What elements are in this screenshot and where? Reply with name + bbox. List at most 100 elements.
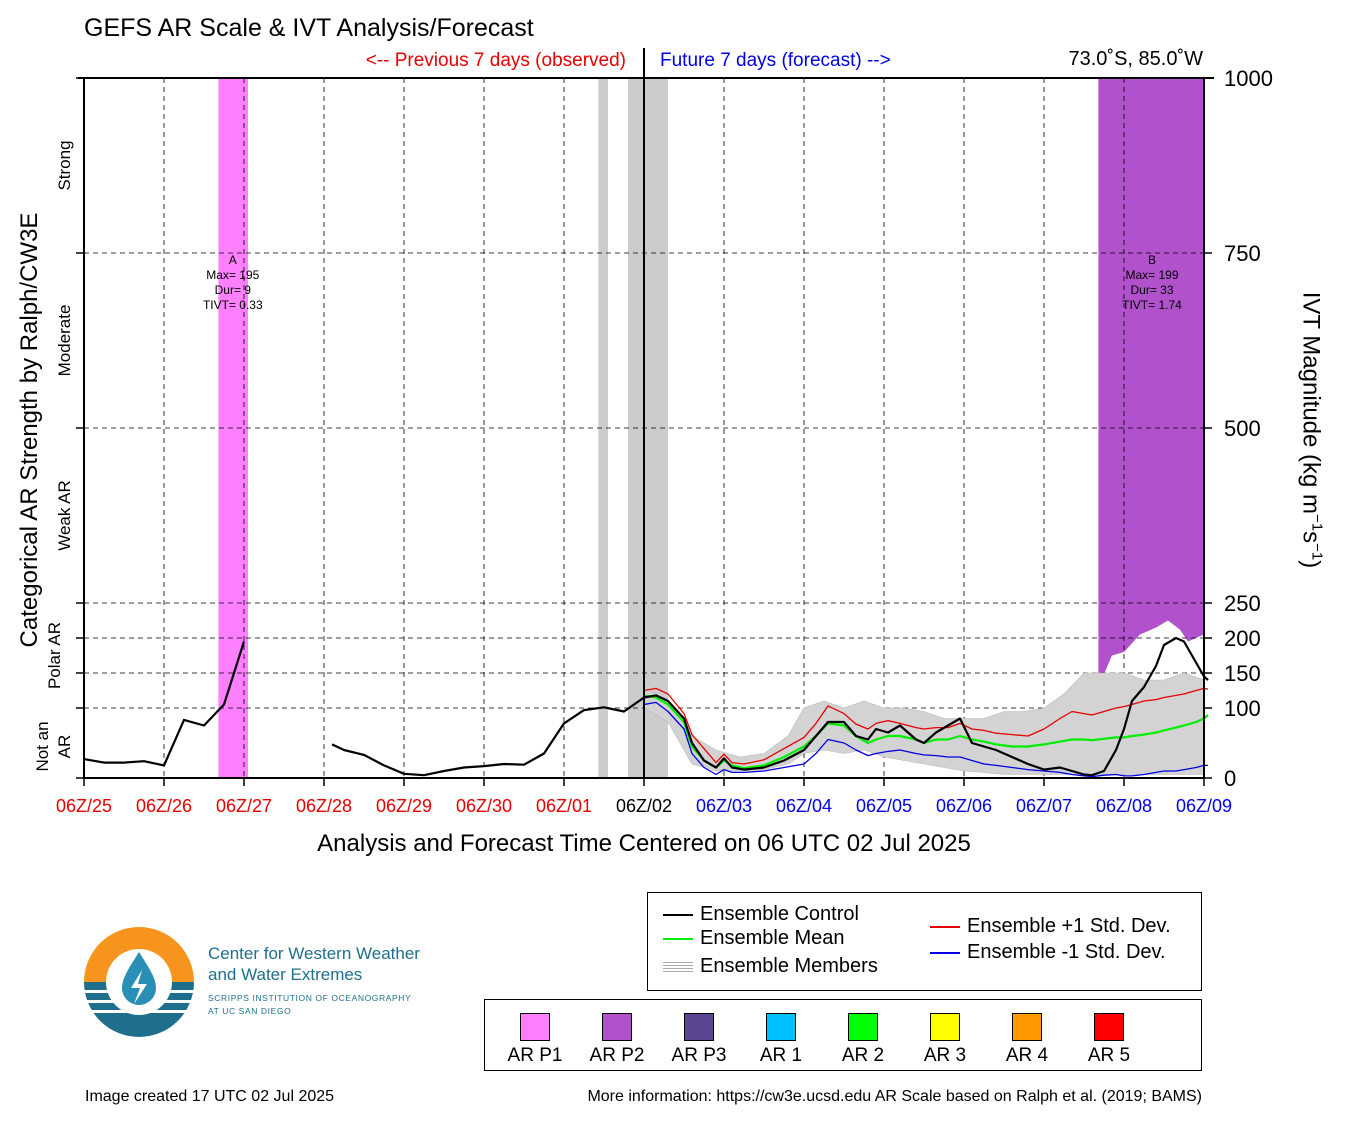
x-tick-label: 06Z/02 [616, 796, 672, 816]
legend-item: Ensemble Control [663, 903, 859, 926]
category-label: Polar AR [45, 622, 64, 689]
series-line-ensemble-1-std-dev- [643, 701, 1208, 778]
ar-event-annotation: TIVT= 0.33 [203, 298, 263, 312]
color-swatch [1094, 1013, 1124, 1041]
color-swatch [766, 1013, 796, 1041]
category-label: Weak AR [55, 480, 74, 551]
image-created-note: Image created 17 UTC 02 Jul 2025 [85, 1088, 335, 1105]
ar-color-legend-item: AR 4 [987, 1000, 1067, 1067]
x-tick-label: 06Z/08 [1096, 796, 1152, 816]
x-tick-label: 06Z/30 [456, 796, 512, 816]
category-label: Moderate [55, 305, 74, 377]
future-days-label: Future 7 days (forecast) --> [660, 50, 891, 71]
ar-color-legend-item: AR P2 [577, 1000, 657, 1067]
legend-line-icon [930, 925, 960, 928]
swatch-label: AR P3 [671, 1045, 727, 1066]
x-tick-label: 06Z/03 [696, 796, 752, 816]
x-tick-label: 06Z/01 [536, 796, 592, 816]
swatch-label: AR 2 [841, 1045, 885, 1066]
cw3e-logo [84, 927, 194, 1037]
x-tick-label: 06Z/04 [776, 796, 832, 816]
color-swatch [684, 1013, 714, 1041]
left-axis-title: Categorical AR Strength by Ralph/CW3E [16, 212, 43, 648]
category-label: Strong [55, 140, 74, 190]
x-tick-label: 06Z/09 [1176, 796, 1232, 816]
ar-event-band-b [1098, 78, 1204, 687]
ar-event-annotation: B [1148, 253, 1156, 267]
legend-item: Ensemble Members [663, 955, 878, 978]
logo-name-line2: and Water Extremes [208, 965, 363, 984]
y-tick-label: 0 [1224, 766, 1236, 791]
ivt-plot: 0 100 150 200 250 500 750 1000 06Z/25 06Z/26 06Z/2… [33, 48, 1273, 816]
x-tick-label: 06Z/26 [136, 796, 192, 816]
y-tick-label: 150 [1224, 661, 1261, 686]
series-line-ensemble-1-std-dev- [643, 687, 1209, 765]
y-tick-label: 200 [1224, 626, 1261, 651]
missing-data-band [598, 78, 608, 778]
ar-color-legend-item: AR 5 [1069, 1000, 1149, 1067]
y-tick-label: 500 [1224, 416, 1261, 441]
y-tick-label: 100 [1224, 696, 1261, 721]
color-swatch [602, 1013, 632, 1041]
legend-label: Ensemble Control [700, 903, 859, 925]
series-line-ensemble-control [83, 641, 246, 767]
color-swatch [1012, 1013, 1042, 1041]
legend-label: Ensemble +1 Std. Dev. [967, 915, 1171, 937]
legend-line-icon [930, 951, 960, 954]
legend-label: Ensemble -1 Std. Dev. [967, 941, 1166, 963]
series-line-ensemble-control [331, 636, 1209, 777]
swatch-label: AR P1 [507, 1045, 563, 1066]
ar-color-legend-item: AR 2 [823, 1000, 903, 1067]
x-tick-label: 06Z/27 [216, 796, 272, 816]
ar-color-legend-item: AR 1 [741, 1000, 821, 1067]
ar-event-annotation: Dur= 9 [215, 283, 252, 297]
swatch-label: AR P2 [589, 1045, 645, 1066]
legend-item: Ensemble Mean [663, 927, 845, 950]
previous-days-label: <-- Previous 7 days (observed) [365, 50, 626, 71]
x-tick-label: 06Z/25 [56, 796, 112, 816]
x-tick-label: 06Z/29 [376, 796, 432, 816]
ar-event-annotation: Max= 199 [1125, 268, 1178, 282]
category-label: AR [55, 735, 74, 759]
logo-emblem-icon [84, 927, 194, 1037]
legend-label: Ensemble Members [700, 955, 878, 977]
color-swatch [520, 1013, 550, 1041]
x-tick-label: 06Z/07 [1016, 796, 1072, 816]
y-tick-label: 1000 [1224, 66, 1273, 91]
x-tick-label: 06Z/28 [296, 796, 352, 816]
ar-event-annotation: TIVT= 1.74 [1122, 298, 1182, 312]
series-legend: Ensemble Control Ensemble Mean Ensemble Me… [647, 892, 1202, 991]
swatch-label: AR 1 [759, 1045, 803, 1066]
right-axis-title: IVT Magnitude (kg m−1s−1) [1297, 291, 1326, 569]
legend-item: Ensemble +1 Std. Dev. [930, 915, 1171, 938]
y-tick-label: 750 [1224, 241, 1261, 266]
legend-item: Ensemble -1 Std. Dev. [930, 941, 1166, 964]
x-tick-label: 06Z/06 [936, 796, 992, 816]
color-swatch [848, 1013, 878, 1041]
ar-color-legend-item: AR P1 [495, 1000, 575, 1067]
color-swatch [930, 1013, 960, 1041]
swatch-label: AR 5 [1087, 1045, 1131, 1066]
x-tick-label: 06Z/05 [856, 796, 912, 816]
legend-line-icon [663, 937, 693, 940]
swatch-label: AR 4 [1005, 1045, 1049, 1066]
swatch-label: AR 3 [923, 1045, 967, 1066]
x-axis-title: Analysis and Forecast Time Centered on 0… [317, 830, 971, 857]
ar-event-annotation: Dur= 33 [1130, 283, 1173, 297]
ar-color-legend-item: AR P3 [659, 1000, 739, 1067]
location-label: 73.0˚S, 85.0˚W [1068, 48, 1203, 70]
logo-subtitle-line1: SCRIPPS INSTITUTION OF OCEANOGRAPHY [208, 993, 412, 1003]
legend-label: Ensemble Mean [700, 927, 845, 949]
category-label: Not an [33, 721, 52, 771]
legend-line-icon [663, 961, 693, 972]
ar-color-legend-item: AR 3 [905, 1000, 985, 1067]
ar-event-annotation: A [229, 253, 237, 267]
ar-event-annotation: Max= 195 [206, 268, 259, 282]
y-tick-label: 250 [1224, 591, 1261, 616]
chart-title: GEFS AR Scale & IVT Analysis/Forecast [84, 14, 534, 42]
ar-category-legend: AR P1 AR P2 AR P3 AR 1 AR 2 AR 3 AR 4 AR 5 [484, 999, 1202, 1071]
legend-line-icon [663, 913, 693, 916]
logo-subtitle-line2: AT UC SAN DIEGO [208, 1006, 292, 1016]
more-info-note: More information: https://cw3e.ucsd.edu … [587, 1088, 1202, 1105]
logo-name-line1: Center for Western Weather [208, 944, 420, 963]
